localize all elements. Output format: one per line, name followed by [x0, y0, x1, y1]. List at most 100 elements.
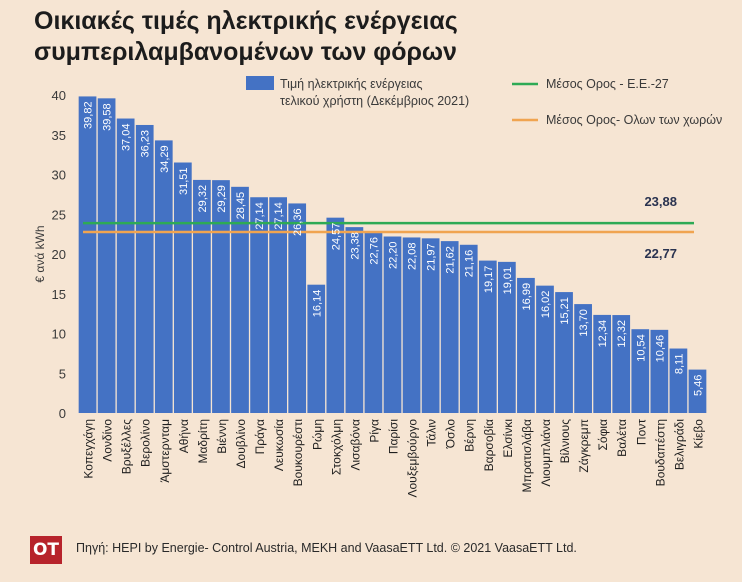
reference-value-label: 22,77: [644, 246, 677, 261]
data-label: 10,54: [635, 334, 647, 362]
bar-29: [612, 315, 631, 413]
bar-9: [231, 186, 249, 413]
bar-32: [669, 348, 688, 413]
data-label: 10,46: [654, 335, 666, 363]
data-label: 12,32: [616, 320, 628, 348]
data-label: 21,97: [426, 243, 438, 271]
bar-28: [593, 314, 612, 413]
x-tick-label: Στοκχόλμη: [329, 419, 343, 475]
ot-logo: ΟΤ: [30, 536, 62, 564]
legend-swatch-bars: [246, 76, 274, 90]
x-tick-label: Τάλιν: [425, 419, 439, 447]
y-tick-label: 10: [52, 327, 66, 342]
y-tick-label: 0: [59, 406, 66, 421]
data-label: 29,32: [197, 185, 209, 213]
data-label: 13,70: [578, 309, 590, 337]
bar-26: [555, 292, 573, 413]
x-tick-label: Όσλο: [444, 419, 458, 450]
bar-14: [326, 217, 345, 413]
bar-15: [345, 227, 364, 413]
x-tick-label: Μπρατισλάβα: [520, 419, 534, 493]
x-tick-label: Βίλνιους: [558, 419, 572, 464]
bar-2: [97, 98, 116, 413]
x-tick-label: Δουβλίνο: [234, 419, 248, 469]
x-tick-label: Αθήνα: [177, 419, 191, 453]
data-label: 39,58: [102, 103, 114, 131]
data-label: 37,04: [121, 124, 133, 152]
x-tick-label: Βαρσοβία: [482, 419, 496, 471]
data-label: 28,45: [235, 192, 247, 220]
bar-1: [78, 96, 97, 414]
bar-21: [459, 244, 478, 413]
y-axis-title: € ανά kWh: [33, 225, 47, 282]
x-tick-label: Λιουμπλιάνα: [539, 419, 553, 487]
data-label: 21,16: [464, 250, 476, 278]
bar-8: [212, 180, 230, 413]
x-tick-label: Ρώμη: [310, 419, 324, 450]
legend-label-bars: τελικού χρήστη (Δεκέμβριος 2021): [280, 94, 469, 108]
data-label: 39,82: [83, 101, 95, 129]
bar-10: [250, 197, 268, 413]
data-label: 22,76: [368, 237, 380, 265]
x-tick-label: Σόφια: [596, 419, 610, 451]
x-tick-label: Λευκωσία: [272, 419, 286, 471]
y-tick-label: 25: [52, 207, 66, 222]
x-tick-label: Παρίσι: [387, 419, 401, 455]
bar-11: [269, 197, 287, 413]
data-label: 19,01: [502, 267, 514, 295]
data-label: 22,20: [388, 242, 400, 270]
bar-17: [383, 236, 402, 413]
data-label: 8,11: [673, 354, 685, 375]
x-tick-label: Κοπεγχάγη: [82, 419, 96, 479]
x-tick-label: Βουκουρέστι: [291, 419, 305, 487]
bar-20: [440, 241, 459, 413]
x-tick-label: Λουξεμβούργο: [406, 419, 420, 498]
data-label: 23,38: [349, 232, 361, 260]
x-tick-label: Βρυξέλλες: [120, 419, 134, 474]
bar-5: [154, 140, 173, 413]
data-label: 15,21: [559, 297, 571, 325]
bar-22: [478, 260, 497, 413]
title-line-1: Οικιακές τιμές ηλεκτρικής ενέργειας: [34, 7, 458, 35]
title-line-2: συμπεριλαμβανομένων των φόρων: [34, 38, 457, 66]
bar-7: [193, 179, 211, 413]
x-tick-label: Μαδρίτη: [196, 419, 210, 464]
data-label: 19,17: [483, 266, 495, 294]
x-tick-label: Πράγα: [253, 419, 267, 454]
data-label: 29,29: [216, 185, 228, 213]
data-label: 16,14: [311, 290, 323, 318]
bar-18: [402, 237, 421, 413]
x-tick-label: Ρίγα: [367, 419, 381, 443]
y-tick-label: 35: [52, 128, 66, 143]
data-label: 5,46: [692, 375, 704, 396]
x-tick-label: Λισαβόνα: [348, 419, 362, 471]
x-tick-label: Ποντ: [634, 419, 648, 445]
reference-value-label: 23,88: [644, 194, 677, 209]
bar-3: [116, 118, 135, 413]
bar-27: [574, 304, 592, 413]
bar-30: [631, 329, 650, 413]
bar-6: [173, 162, 192, 413]
x-tick-label: Κίεβο: [691, 419, 705, 449]
bar-24: [517, 277, 535, 413]
legend-label-bars: Τιμή ηλεκτρικής ενέργειας: [280, 77, 422, 91]
data-label: 27,14: [273, 202, 285, 230]
x-tick-label: Βελιγράδι: [672, 419, 686, 470]
y-tick-label: 5: [59, 366, 66, 381]
y-tick-label: 20: [52, 247, 66, 262]
x-tick-label: Βουδαπέστη: [653, 419, 667, 486]
x-tick-label: Λονδίνο: [101, 419, 115, 462]
data-label: 22,08: [407, 242, 419, 270]
legend-label-eu: Μέσος Ορος - Ε.Ε.-27: [546, 77, 669, 91]
x-tick-label: Ζάγκρεμπ: [577, 419, 591, 473]
x-tick-label: Βέρνη: [463, 419, 477, 452]
data-label: 16,02: [540, 291, 552, 319]
data-label: 31,51: [178, 168, 190, 196]
data-label: 21,62: [445, 246, 457, 274]
y-tick-label: 30: [52, 168, 66, 183]
y-tick-label: 15: [52, 287, 66, 302]
data-label: 16,99: [521, 283, 533, 311]
bar-23: [498, 261, 516, 413]
data-label: 24,57: [330, 223, 342, 251]
